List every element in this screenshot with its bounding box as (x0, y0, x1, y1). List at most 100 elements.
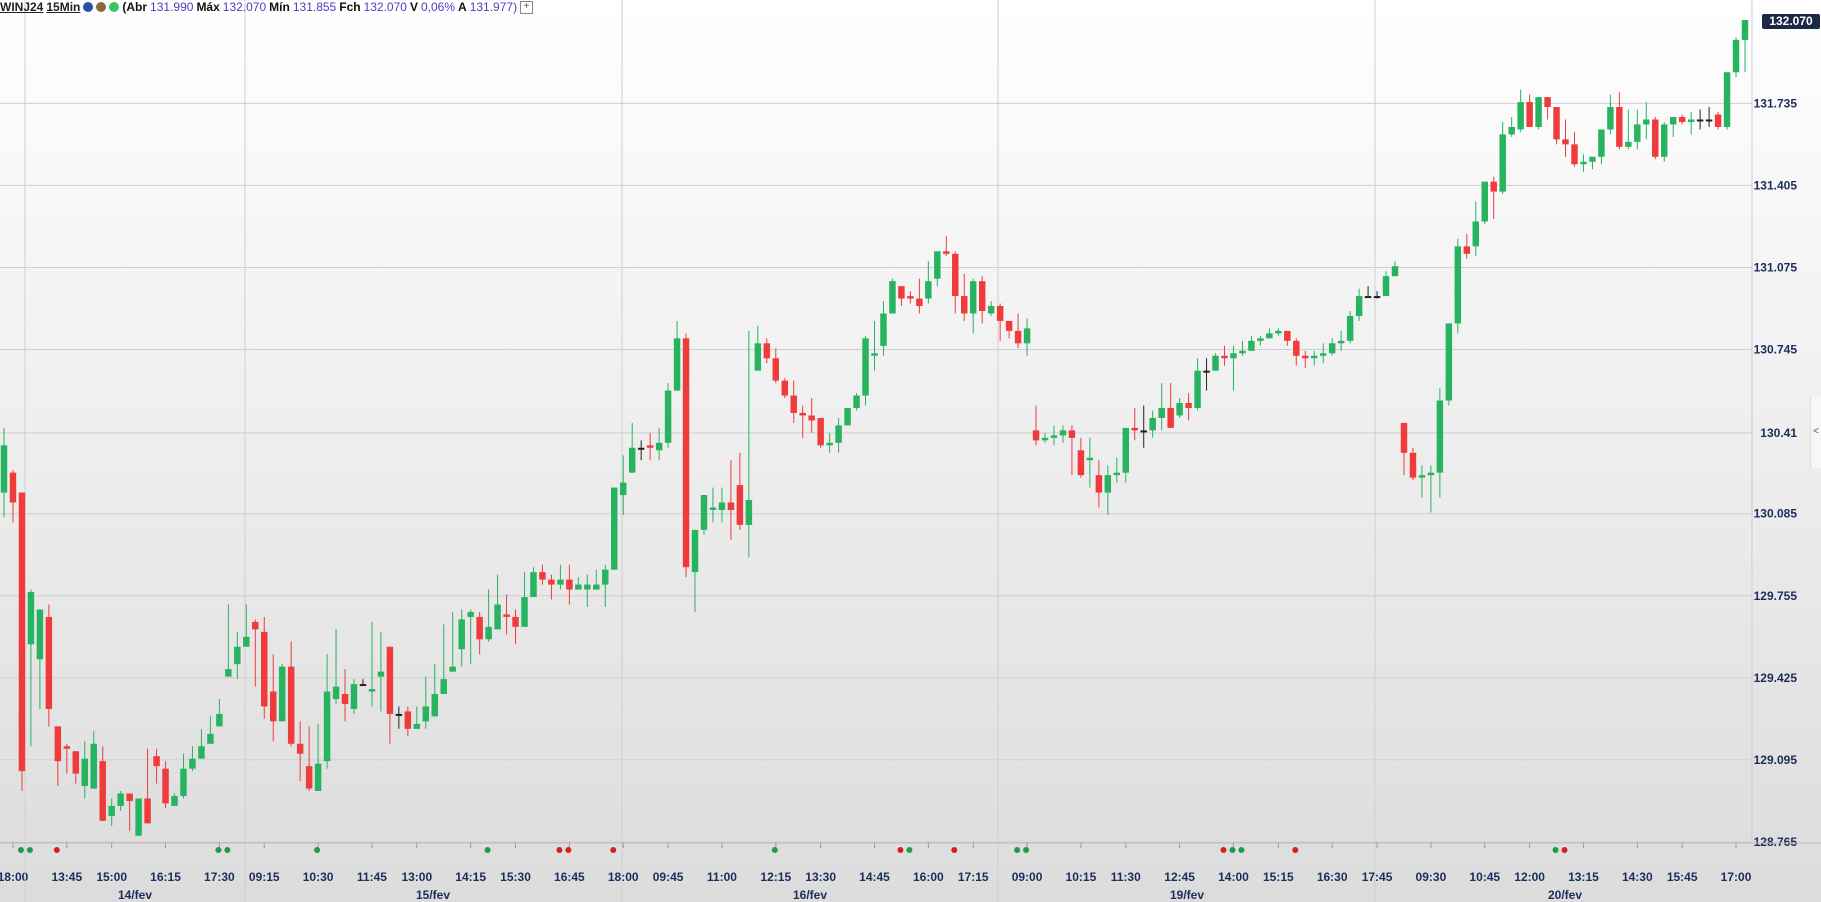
candle-body (81, 758, 88, 787)
candle-body (1535, 97, 1542, 127)
candle-body (557, 579, 564, 585)
variation-value: 0,06% (420, 0, 456, 14)
settings-icon[interactable] (96, 2, 107, 12)
candle-body (216, 713, 223, 727)
candle-body (1167, 407, 1174, 428)
candle-body (1490, 181, 1497, 192)
y-tick-label: 130.41 (1760, 426, 1797, 440)
candle-body (1158, 407, 1165, 418)
signal-dot (53, 847, 60, 853)
x-tick-label: 16:15 (150, 870, 181, 884)
candle-body (826, 442, 833, 446)
signal-dot (1220, 847, 1227, 853)
candle-body (278, 666, 286, 722)
candle-body (314, 763, 322, 792)
candle-body (727, 502, 735, 510)
candle-body (1140, 430, 1147, 433)
x-tick-label: 11:45 (357, 870, 387, 884)
x-tick-label: 12:00 (1514, 870, 1545, 884)
candle-body (1589, 156, 1596, 162)
signal-dot (314, 847, 321, 853)
candle-body (682, 338, 690, 568)
globe-icon[interactable] (83, 2, 94, 12)
x-tick-label: 10:15 (1066, 870, 1097, 884)
candle-body (736, 485, 744, 525)
candle-body (1041, 437, 1049, 441)
date-label: 20/fev (1548, 888, 1582, 902)
candle-body (1463, 246, 1471, 254)
y-tick-label: 128.765 (1754, 835, 1798, 849)
candle-body (691, 529, 699, 573)
open-label: (Abr (122, 0, 148, 14)
candle-body (1311, 355, 1318, 359)
y-tick-label: 129.425 (1754, 671, 1798, 685)
candle-body (431, 694, 438, 717)
x-tick-label: 13:00 (401, 870, 432, 884)
candle-body (961, 296, 968, 314)
add-indicator-button[interactable]: + (520, 0, 534, 14)
symbol-label[interactable]: WINJ24 (0, 0, 44, 14)
candle-body (18, 492, 26, 772)
candle-body (1230, 353, 1237, 359)
candle-body (90, 743, 97, 789)
side-panel-toggle[interactable]: < (1810, 396, 1821, 468)
candle-body (1095, 475, 1103, 493)
candle-body (108, 805, 115, 816)
candle-body (27, 592, 35, 645)
candle-body (637, 447, 645, 450)
candle-body (611, 487, 618, 570)
candle-body (978, 281, 986, 311)
candle-body (1176, 403, 1183, 416)
candle-body (1499, 134, 1506, 192)
candle-body (440, 679, 447, 695)
candle-body (969, 281, 977, 314)
candle-body (628, 447, 636, 473)
candle-body (853, 395, 860, 408)
low-value: 131.855 (292, 0, 337, 14)
candle-body (1580, 161, 1587, 165)
candle-body (45, 616, 53, 709)
date-label: 15/fev (416, 888, 450, 902)
candle-body (1032, 430, 1040, 441)
candle-body (664, 390, 672, 443)
signal-dot (484, 847, 491, 853)
candle-body (1687, 119, 1695, 122)
candle-body (566, 579, 573, 590)
x-tick-label: 09:15 (249, 870, 280, 884)
signal-dot (1292, 847, 1299, 853)
x-tick-label: 11:00 (707, 870, 737, 884)
x-tick-label: 13:45 (51, 870, 82, 884)
status-icon[interactable] (109, 2, 120, 12)
x-tick-label: 17:00 (1721, 870, 1752, 884)
candle-body (1436, 400, 1444, 473)
chart-header: WINJ24 15Min (Abr 131.990 Máx 132.070 Mí… (0, 0, 534, 14)
signal-dot (1552, 847, 1559, 853)
candle-body (368, 689, 376, 692)
candle-body (1634, 124, 1641, 142)
candle-body (485, 626, 492, 640)
candle-body (817, 417, 824, 446)
candle-body (1714, 114, 1722, 127)
candle-body (1319, 353, 1327, 356)
x-tick-label: 16:00 (913, 870, 944, 884)
candle-body (1266, 333, 1273, 339)
candle-body (413, 723, 421, 729)
date-label: 14/fev (118, 888, 152, 902)
candle-body (144, 798, 151, 824)
candle-body (153, 756, 160, 767)
candle-body (1337, 340, 1345, 344)
candle-body (1086, 457, 1094, 461)
x-tick-label: 17:30 (204, 870, 235, 884)
candle-body (1248, 340, 1255, 351)
candle-body (584, 584, 591, 590)
candle-body (844, 407, 851, 426)
candle-body (1023, 328, 1031, 344)
timeframe-label[interactable]: 15Min (46, 0, 81, 14)
candle-body (162, 768, 169, 804)
candle-body (1445, 323, 1453, 401)
open-value: 131.990 (150, 0, 194, 14)
candle-body (593, 584, 600, 590)
x-tick-label: 18:00 (608, 870, 639, 884)
